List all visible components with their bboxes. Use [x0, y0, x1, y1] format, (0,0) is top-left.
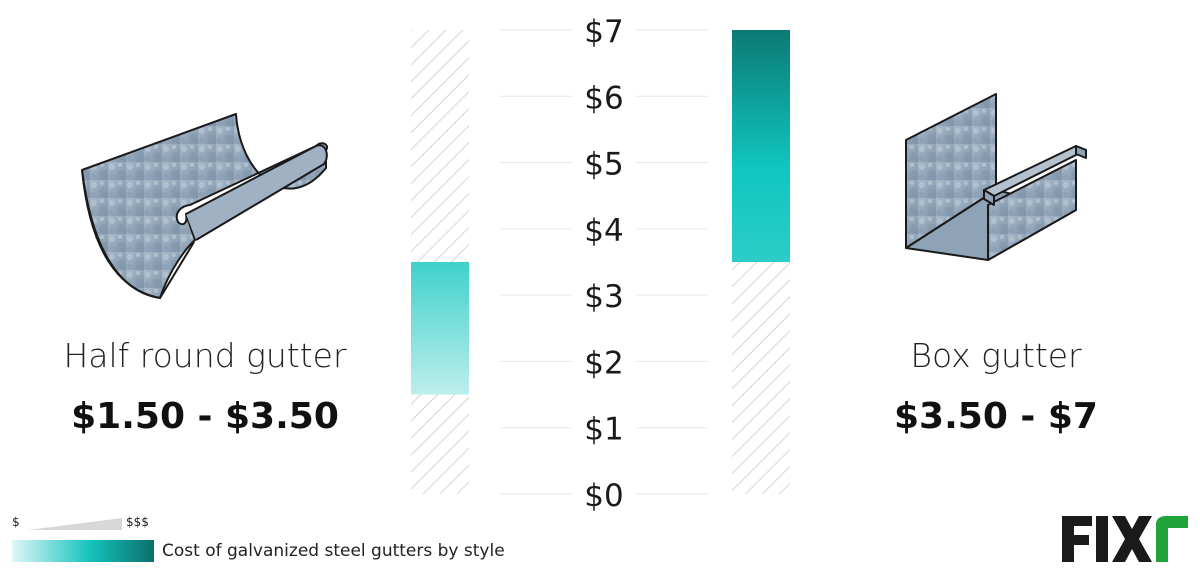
tick-label-backdrop: [572, 476, 636, 512]
legend-wedge: [28, 518, 122, 530]
tick-label-backdrop: [572, 343, 636, 380]
half-round-gutter-price: $1.50 - $3.50: [71, 396, 339, 437]
y-tick-label: $0: [584, 478, 623, 514]
legend-caption: Cost of galvanized steel gutters by styl…: [162, 541, 505, 561]
y-tick-label: $3: [584, 279, 623, 315]
tick-label-backdrop: [572, 78, 636, 115]
tick-label-backdrop: [572, 144, 636, 181]
legend-max-label: $$$: [126, 515, 149, 529]
box-gutter-price: $3.50 - $7: [894, 396, 1098, 437]
y-tick-label: $1: [584, 412, 623, 448]
box-gutter-icon: [905, 93, 1087, 261]
y-tick-label: $7: [584, 14, 623, 50]
y-tick-label: $5: [584, 147, 623, 183]
y-tick-label: $2: [584, 345, 623, 381]
half-round-gutter-name: Half round gutter: [63, 336, 347, 375]
half-round-gutter-icon: [81, 113, 328, 300]
tick-label-backdrop: [572, 12, 636, 48]
fixr-logo: [1062, 516, 1188, 562]
tick-label-backdrop: [572, 409, 636, 446]
legend-gradient-bar: [12, 540, 154, 562]
y-tick-label: $4: [584, 213, 623, 249]
box-gutter-name: Box gutter: [910, 336, 1082, 375]
price-bar-box-gutter: [732, 30, 790, 262]
tick-label-backdrop: [572, 277, 636, 314]
price-bar-half-round-gutter: [411, 262, 469, 395]
tick-label-backdrop: [572, 210, 636, 247]
y-tick-label: $6: [584, 80, 623, 116]
legend-min-label: $: [12, 515, 20, 529]
